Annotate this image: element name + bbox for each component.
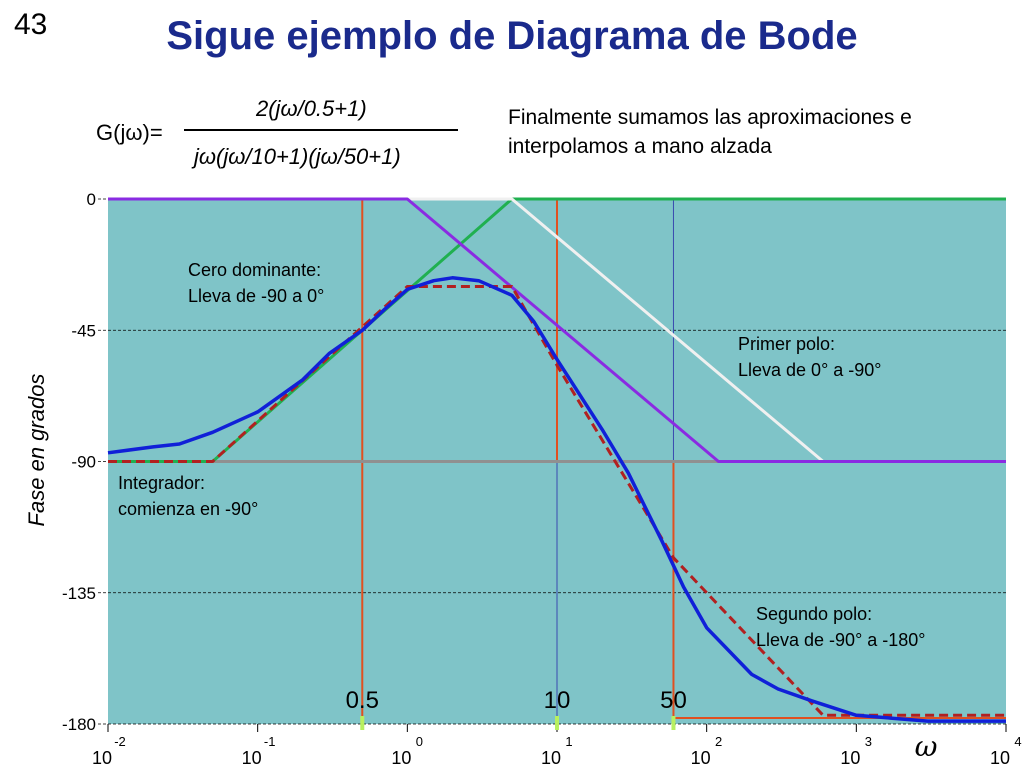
x-tick-exponent: 0: [416, 734, 423, 749]
pole1-annotation-line: Lleva de 0° a -90°: [738, 360, 882, 380]
pole1-annotation-line: Primer polo:: [738, 334, 835, 354]
frequency-marker-tick: [360, 716, 365, 730]
x-tick-base: 10: [92, 748, 112, 768]
frequency-marker-label: 10: [544, 687, 571, 714]
x-tick-exponent: 1: [565, 734, 572, 749]
y-tick-label: 0: [87, 190, 96, 209]
x-tick-base: 10: [990, 748, 1010, 768]
y-tick-label: -45: [71, 321, 96, 340]
x-tick-exponent: 4: [1014, 734, 1021, 749]
pole2-annotation-line: Lleva de -90° a -180°: [756, 630, 926, 650]
zero-annotation-line: Cero dominante:: [188, 260, 321, 280]
frequency-marker-label: 0.5: [346, 687, 379, 714]
x-tick-base: 10: [242, 748, 262, 768]
y-tick-label: -180: [62, 715, 96, 734]
formula-lhs: G(jω)=: [96, 120, 163, 145]
frequency-marker-tick: [555, 716, 559, 730]
x-tick-base: 10: [541, 748, 561, 768]
y-tick-label: -135: [62, 584, 96, 603]
x-tick-base: 10: [840, 748, 860, 768]
x-tick-exponent: 2: [715, 734, 722, 749]
y-axis-label: Fase en grados: [24, 374, 49, 527]
x-tick-exponent: -2: [114, 734, 126, 749]
integrator-annotation-line: Integrador:: [118, 473, 205, 493]
series-approx_sum-line: [108, 285, 1006, 717]
series-pole2-line: [108, 197, 1006, 463]
formula-fraction-bar: [184, 129, 458, 131]
pole2-annotation-line: Segundo polo:: [756, 604, 872, 624]
x-tick-exponent: 3: [865, 734, 872, 749]
x-tick-base: 10: [691, 748, 711, 768]
integrator-annotation-line: comienza en -90°: [118, 499, 258, 519]
x-tick-base: 10: [391, 748, 411, 768]
slide-number: 43: [14, 8, 48, 41]
description-text: Finalmente sumamos las aproximaciones e …: [508, 106, 912, 158]
x-tick-exponent: -1: [264, 734, 276, 749]
frequency-marker-label: 50: [660, 687, 687, 714]
series-exact-line: [107, 276, 1006, 723]
zero-annotation-line: Lleva de -90 a 0°: [188, 286, 324, 306]
slide-title: Sigue ejemplo de Diagrama de Bode: [166, 14, 858, 58]
frequency-marker-tick: [671, 716, 676, 730]
y-tick-label: -90: [71, 453, 96, 472]
formula-denominator: jω(jω/10+1)(jω/50+1): [194, 144, 401, 169]
x-axis-label: ω: [915, 730, 938, 763]
formula-numerator: 2(jω/0.5+1): [256, 96, 367, 121]
